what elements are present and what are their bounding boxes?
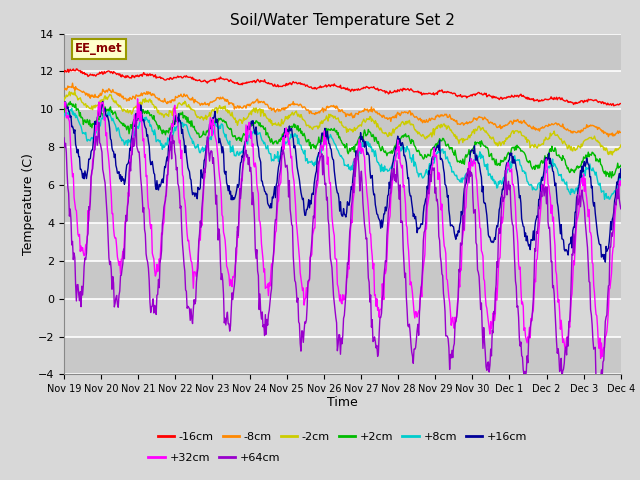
Bar	[64, 72, 621, 109]
Bar	[64, 109, 621, 147]
X-axis label: Time: Time	[327, 396, 358, 408]
Bar	[64, 223, 621, 261]
Legend: +32cm, +64cm: +32cm, +64cm	[144, 448, 285, 467]
Bar	[64, 336, 621, 374]
Y-axis label: Temperature (C): Temperature (C)	[22, 153, 35, 255]
Title: Soil/Water Temperature Set 2: Soil/Water Temperature Set 2	[230, 13, 455, 28]
Bar	[64, 34, 621, 72]
Bar	[64, 299, 621, 336]
Bar	[64, 185, 621, 223]
Bar	[64, 147, 621, 185]
Text: EE_met: EE_met	[75, 42, 123, 55]
Bar	[64, 261, 621, 299]
